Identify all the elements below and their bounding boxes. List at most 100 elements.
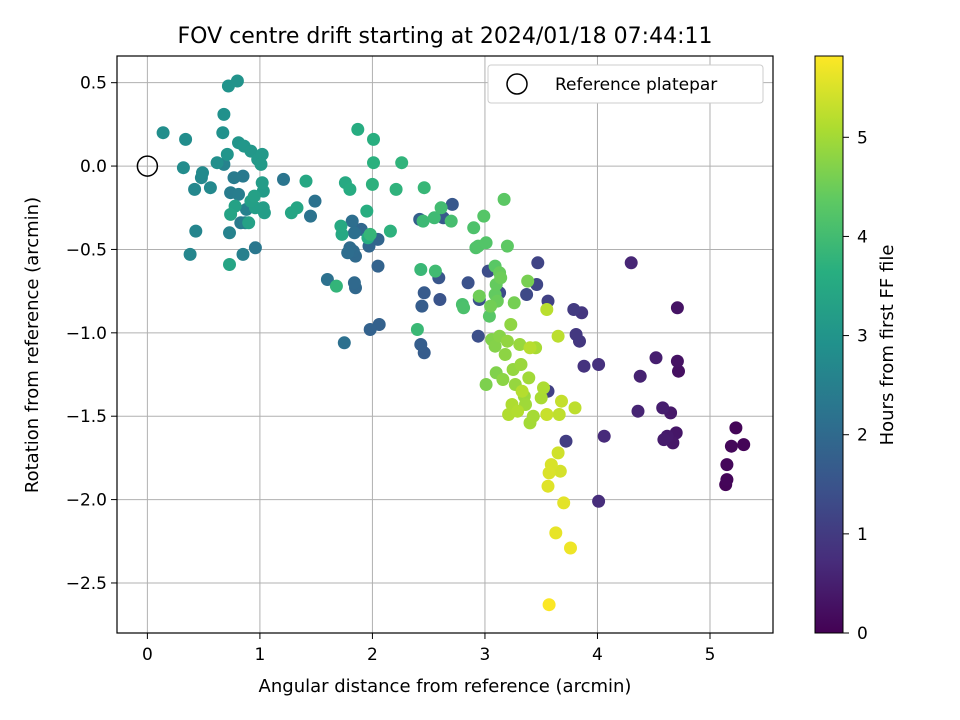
- scatter-point: [196, 166, 209, 180]
- x-tick-label: 4: [592, 645, 603, 665]
- scatter-point: [351, 122, 365, 136]
- legend-box: [487, 64, 764, 104]
- x-axis-label: Angular distance from reference (arcmin): [259, 676, 632, 697]
- scatter-point: [467, 221, 481, 235]
- scatter-point: [255, 147, 269, 161]
- scatter-point: [395, 156, 409, 170]
- colorbar-gradient: [814, 55, 844, 634]
- scatter-point: [223, 258, 236, 271]
- scatter-point: [416, 214, 430, 228]
- scatter-point: [299, 174, 313, 188]
- scatter-point: [433, 293, 447, 306]
- scatter-point: [526, 409, 540, 423]
- scatter-point: [537, 381, 550, 395]
- scatter-point: [522, 371, 536, 385]
- plot-frame: [116, 55, 774, 634]
- scatter-point: [541, 479, 555, 493]
- scatter-point: [657, 433, 671, 447]
- legend-entry: Reference platepar: [555, 75, 717, 95]
- colorbar-ticks: 0 1 2 3 4 5: [843, 128, 868, 644]
- scatter-point: [341, 246, 355, 260]
- reference-point: [136, 155, 159, 177]
- scatter-point: [224, 207, 238, 221]
- scatter-point: [633, 369, 647, 383]
- scatter-point: [389, 182, 403, 196]
- scatter-point: [511, 404, 525, 418]
- scatter-point: [217, 107, 231, 121]
- colorbar-tick-label: 1: [857, 525, 868, 545]
- scatter-point: [472, 289, 486, 303]
- scatter-point: [500, 334, 514, 348]
- scatter-point: [434, 201, 448, 215]
- y-tick-label: −1.0: [66, 324, 107, 344]
- scatter-point: [179, 132, 193, 146]
- scatter-point: [371, 259, 385, 273]
- x-tick-label: 2: [367, 645, 378, 665]
- scatter-point: [496, 373, 510, 386]
- scatter-point: [569, 328, 583, 341]
- x-tick-label: 0: [142, 645, 153, 665]
- scatter-point: [337, 336, 351, 350]
- scatter-point: [592, 494, 606, 508]
- y-axis-label: Rotation from reference (arcmin): [22, 197, 43, 493]
- scatter-point: [347, 226, 361, 240]
- scatter-point: [559, 434, 573, 448]
- scatter-point: [471, 329, 485, 343]
- scatter-point: [247, 189, 261, 203]
- scatter-point: [304, 209, 317, 223]
- scatter-point: [445, 197, 459, 211]
- colorbar-tick-label: 4: [857, 227, 868, 247]
- scatter-point: [670, 301, 684, 315]
- scatter-point: [494, 271, 508, 285]
- scatter-point: [514, 358, 528, 371]
- scatter-point: [479, 378, 493, 391]
- x-tick-label: 5: [705, 645, 716, 665]
- scatter-point: [552, 408, 566, 421]
- scatter-point: [656, 401, 670, 415]
- scatter-point: [415, 299, 429, 313]
- scatter-point: [720, 458, 734, 472]
- scatter-point: [507, 296, 521, 310]
- scatter-point: [553, 464, 567, 478]
- scatter-point: [631, 404, 645, 418]
- scatter-point: [414, 263, 428, 276]
- scatter-point: [597, 429, 611, 443]
- scatter-point: [220, 147, 234, 161]
- scatter-point: [427, 211, 441, 225]
- scatter-point: [497, 192, 511, 206]
- scatter-point: [534, 391, 548, 405]
- scatter-point: [542, 598, 556, 612]
- scatter-point: [363, 227, 377, 241]
- scatter-point: [216, 126, 230, 140]
- scatter-point: [568, 401, 582, 415]
- scatter-point: [720, 473, 734, 487]
- scatter-point: [592, 358, 606, 371]
- colorbar-label: Hours from first FF file: [877, 245, 898, 446]
- scatter-point: [203, 181, 217, 195]
- scatter-point: [320, 273, 334, 286]
- scatter-point: [334, 219, 348, 233]
- scatter-point: [542, 466, 556, 480]
- scatter-point: [724, 439, 738, 453]
- scatter-point: [540, 303, 554, 316]
- y-tick-label: 0.0: [80, 157, 107, 177]
- scatter-point: [343, 182, 357, 196]
- scatter-point: [461, 276, 475, 290]
- scatter-point: [410, 323, 424, 336]
- scatter-point: [255, 176, 269, 190]
- y-axis-ticks: 0.5 0.0 −0.5 −1.0 −1.5 −2.0 −2.5: [66, 74, 117, 594]
- scatter-point: [367, 156, 380, 170]
- legend: Reference platepar: [487, 64, 764, 104]
- reference-marker: [136, 155, 159, 177]
- scatter-point: [183, 247, 197, 261]
- scatter-point: [417, 181, 431, 195]
- scatter-point: [428, 264, 442, 278]
- scatter-point: [564, 541, 577, 555]
- colorbar-tick-label: 5: [857, 128, 868, 148]
- scatter-point: [649, 351, 663, 365]
- scatter-point: [329, 279, 343, 293]
- scatter-point: [308, 194, 322, 208]
- scatter-point: [498, 348, 512, 361]
- scatter-point: [672, 364, 685, 378]
